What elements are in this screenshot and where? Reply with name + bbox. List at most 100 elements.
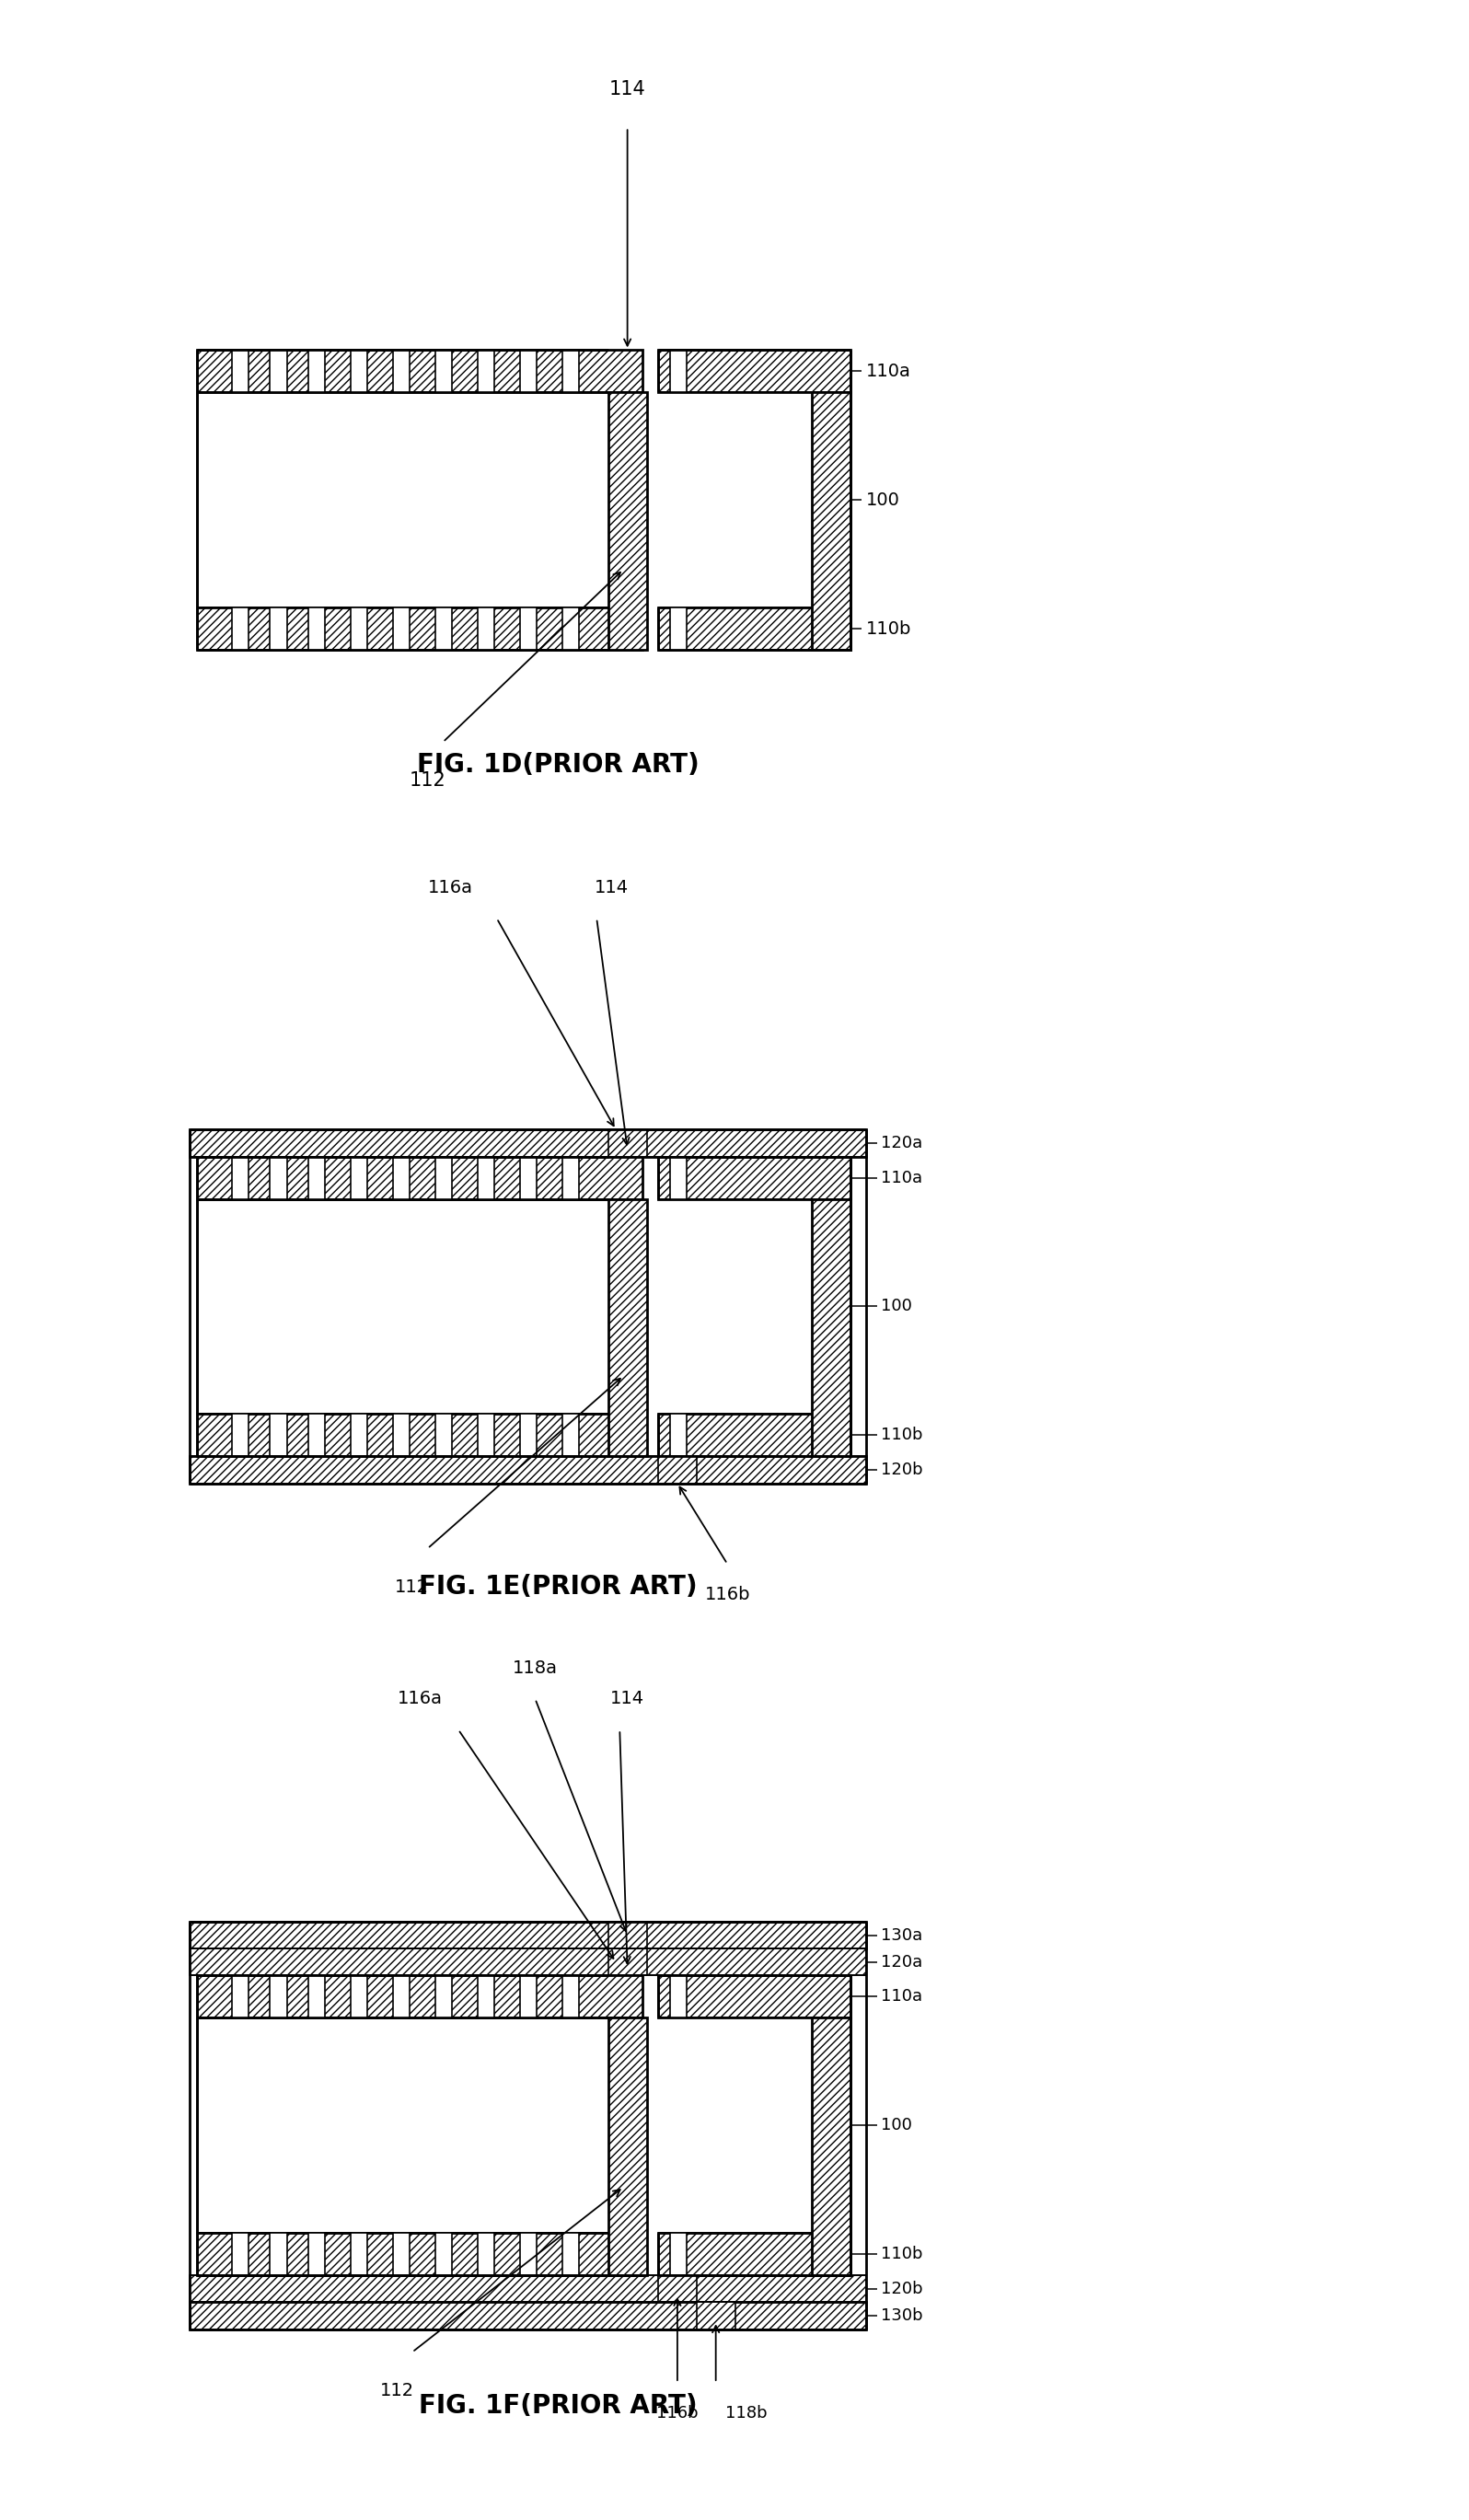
Text: 112: 112 (410, 771, 447, 789)
Bar (190, 2276, 865, 2303)
Bar (197, 1157, 643, 1200)
Bar (520, 2233, 536, 2276)
Text: 116b: 116b (705, 1585, 751, 1603)
Text: 118a: 118a (513, 1658, 558, 1676)
Bar (608, 1200, 646, 1457)
Bar (670, 607, 686, 650)
Bar (658, 607, 851, 650)
Bar (351, 1976, 367, 2019)
Bar (351, 1157, 367, 1200)
Text: FIG. 1D(PRIOR ART): FIG. 1D(PRIOR ART) (417, 753, 699, 779)
Bar (608, 2019, 646, 2276)
Bar (270, 1157, 286, 1200)
Text: 110b: 110b (865, 620, 911, 638)
Bar (435, 1157, 452, 1200)
Bar (477, 2233, 495, 2276)
Text: 120a: 120a (881, 1134, 923, 1152)
Bar (394, 1976, 410, 2019)
Bar (608, 1923, 646, 1948)
Bar (394, 1157, 410, 1200)
Bar (477, 607, 495, 650)
Bar (270, 350, 286, 393)
Bar (563, 1157, 579, 1200)
Text: 100: 100 (881, 1298, 912, 1315)
Bar (658, 1414, 851, 1457)
Bar (308, 1157, 325, 1200)
Text: 118b: 118b (726, 2407, 767, 2422)
Bar (435, 1976, 452, 2019)
Text: 112: 112 (395, 1578, 429, 1595)
Bar (270, 1976, 286, 2019)
Bar (696, 2303, 734, 2328)
Bar (197, 393, 643, 607)
Text: 116b: 116b (657, 2407, 698, 2422)
Text: 110b: 110b (881, 1426, 923, 1444)
Bar (477, 1157, 495, 1200)
Text: 110a: 110a (881, 1988, 923, 2006)
Bar (812, 2019, 851, 2276)
Bar (308, 1414, 325, 1457)
Bar (658, 1457, 696, 1484)
Bar (308, 2233, 325, 2276)
Bar (270, 1414, 286, 1457)
Bar (670, 1414, 686, 1457)
Text: 110a: 110a (881, 1169, 923, 1187)
Bar (435, 1414, 452, 1457)
Bar (351, 2233, 367, 2276)
Bar (197, 1200, 643, 1414)
Text: 120b: 120b (881, 1462, 923, 1479)
Bar (563, 350, 579, 393)
Bar (394, 350, 410, 393)
Bar (608, 393, 646, 650)
Text: 130a: 130a (881, 1928, 923, 1943)
Text: 100: 100 (881, 2117, 912, 2134)
Text: 116a: 116a (397, 1691, 442, 1709)
Bar (658, 2019, 812, 2233)
Bar (435, 2233, 452, 2276)
Bar (190, 1457, 865, 1484)
Text: FIG. 1F(PRIOR ART): FIG. 1F(PRIOR ART) (419, 2394, 698, 2419)
Bar (232, 1414, 248, 1457)
Bar (658, 1976, 851, 2019)
Bar (232, 350, 248, 393)
Bar (658, 2233, 851, 2276)
Bar (563, 607, 579, 650)
Text: 110b: 110b (881, 2245, 923, 2263)
Bar (670, 2233, 686, 2276)
Bar (197, 2019, 643, 2233)
Bar (394, 2233, 410, 2276)
Bar (197, 607, 643, 650)
Text: 116a: 116a (427, 879, 473, 897)
Bar (563, 1414, 579, 1457)
Text: 110a: 110a (865, 363, 911, 381)
Bar (658, 1200, 812, 1414)
Bar (308, 350, 325, 393)
Bar (520, 1157, 536, 1200)
Bar (232, 2233, 248, 2276)
Bar (351, 607, 367, 650)
Bar (658, 1157, 851, 1200)
Bar (608, 1948, 646, 1976)
Text: 112: 112 (379, 2381, 414, 2399)
Bar (658, 350, 851, 393)
Bar (563, 2233, 579, 2276)
Bar (232, 1157, 248, 1200)
Bar (190, 1129, 865, 1157)
Bar (812, 1200, 851, 1457)
Bar (608, 1129, 646, 1157)
Bar (520, 1976, 536, 2019)
Bar (520, 607, 536, 650)
Bar (232, 1976, 248, 2019)
Bar (197, 1976, 643, 2019)
Bar (270, 2233, 286, 2276)
Text: 120a: 120a (881, 1953, 923, 1971)
Bar (197, 2233, 643, 2276)
Bar (394, 1414, 410, 1457)
Bar (308, 607, 325, 650)
Bar (197, 350, 643, 393)
Bar (670, 1157, 686, 1200)
Bar (658, 393, 812, 607)
Bar (477, 1976, 495, 2019)
Text: 114: 114 (610, 81, 646, 98)
Bar (477, 1414, 495, 1457)
